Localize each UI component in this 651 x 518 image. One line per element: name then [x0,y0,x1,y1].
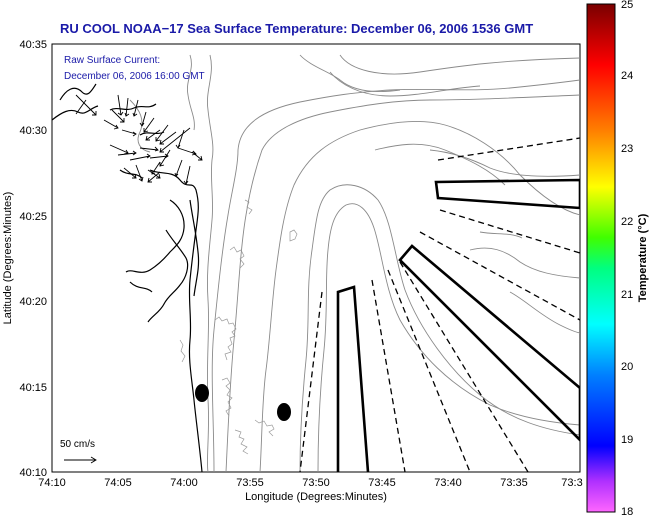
y-axis-label: Latitude (Degrees:Minutes) [2,192,14,325]
x-axis-ticks: 74:10 74:05 74:00 73:55 73:50 73:45 73:4… [38,477,582,489]
colorbar-tick-label: 19 [621,434,633,446]
colorbar-tick-label: 22 [621,216,633,228]
x-axis-label: Longitude (Degrees:Minutes) [245,491,387,503]
colorbar-gradient [586,3,616,513]
colorbar-tick-label: 25 [621,0,633,11]
mooring-sites [195,384,291,421]
x-tick-label: 74:10 [38,477,66,489]
colorbar-tick-label: 20 [621,361,633,373]
y-tick-label: 40:10 [19,467,47,479]
x-tick-label: 73:55 [236,477,264,489]
y-tick-label: 40:30 [19,125,47,137]
y-tick-label: 40:25 [19,211,47,223]
survey-box-south [336,285,370,472]
plot-frame [51,43,581,473]
x-tick-label: 73:45 [368,477,396,489]
shallow-contour-detail [179,199,298,455]
x-tick-label: 74:00 [170,477,198,489]
colorbar-tick-label: 21 [621,289,633,301]
x-tick-label: 73:40 [434,477,462,489]
map-plot: Raw Surface Current: December 06, 2006 1… [51,43,581,473]
surface-current-vectors [75,94,203,185]
scale-arrow-label: 50 cm/s [60,439,95,450]
x-tick-label: 73:35 [500,477,528,489]
x-tick-label: 73:3 [561,477,582,489]
x-tick-label: 73:50 [302,477,330,489]
colorbar-tick-label: 24 [621,70,633,82]
colorbar-label: Temperature (°C) [637,213,649,302]
current-note-line1: Raw Surface Current: [64,55,160,66]
y-tick-label: 40:20 [19,296,47,308]
survey-box-east [434,178,580,210]
scale-arrow-icon [64,456,97,464]
survey-box-southeast [398,244,580,442]
coastline [52,83,203,472]
temperature-colorbar: 25 24 23 22 21 20 19 18 Temperature (°C) [586,0,649,518]
current-note-line2: December 06, 2006 16:00 GMT [64,71,205,82]
colorbar-tick-label: 23 [621,143,633,155]
mooring-site-east [277,403,291,421]
y-tick-label: 40:35 [19,39,47,51]
x-tick-label: 74:05 [104,477,132,489]
y-tick-label: 40:15 [19,382,47,394]
transect-lines [299,137,580,472]
mooring-site-west [195,384,209,402]
y-axis-ticks: 40:35 40:30 40:25 40:20 40:15 40:10 [19,39,47,479]
colorbar-tick-label: 18 [621,506,633,518]
survey-boxes [336,178,580,472]
bathymetry-contours [129,54,580,472]
map-title: RU COOL NOAA−17 Sea Surface Temperature:… [60,21,533,36]
